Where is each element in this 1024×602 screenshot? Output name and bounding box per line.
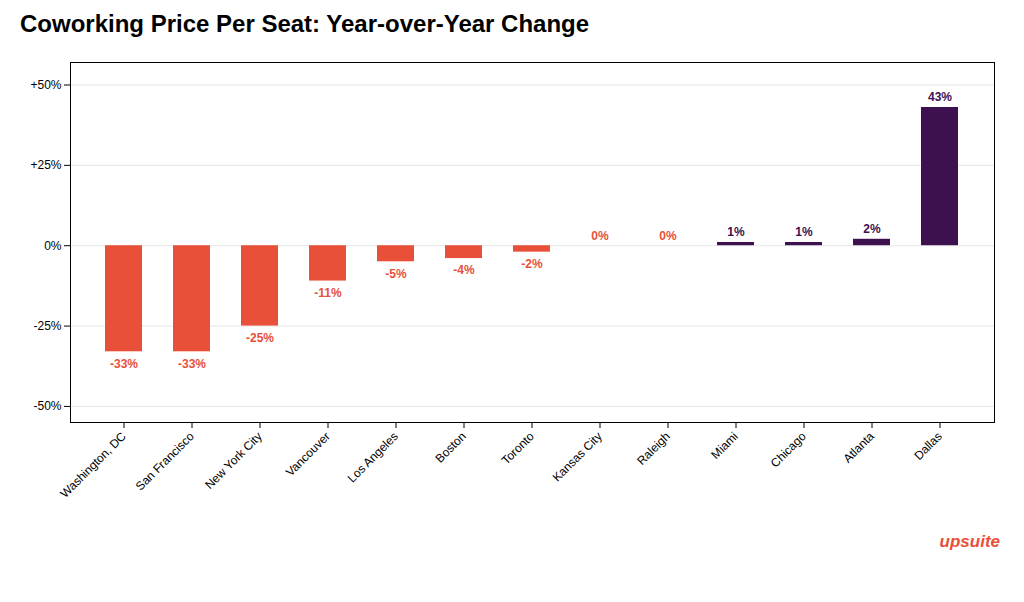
svg-text:0%: 0% xyxy=(659,229,677,243)
svg-text:Raleigh: Raleigh xyxy=(634,429,673,468)
svg-text:0%: 0% xyxy=(44,239,62,253)
svg-text:+50%: +50% xyxy=(30,78,61,92)
svg-text:Miami: Miami xyxy=(708,429,741,462)
svg-text:Toronto: Toronto xyxy=(499,429,537,467)
svg-text:Atlanta: Atlanta xyxy=(841,429,878,466)
svg-text:-4%: -4% xyxy=(453,263,475,277)
svg-text:Chicago: Chicago xyxy=(768,429,809,470)
svg-text:-25%: -25% xyxy=(246,331,274,345)
svg-text:-33%: -33% xyxy=(178,357,206,371)
html-text:Coworking Price Per Seat: Year: Coworking Price Per Seat: Year-over-Year… xyxy=(20,10,590,37)
svg-text:Kansas City: Kansas City xyxy=(550,429,605,484)
svg-text:+25%: +25% xyxy=(30,158,61,172)
svg-text:New York City: New York City xyxy=(202,429,265,492)
svg-text:Los Angeles: Los Angeles xyxy=(345,429,401,485)
svg-text:Boston: Boston xyxy=(433,429,469,465)
svg-text:1%: 1% xyxy=(795,225,813,239)
svg-text:Washington, DC: Washington, DC xyxy=(57,429,129,501)
svg-text:-11%: -11% xyxy=(314,286,342,300)
html-text:upsuite: upsuite xyxy=(939,532,1000,551)
svg-text:-25%: -25% xyxy=(33,319,61,333)
svg-text:San Francisco: San Francisco xyxy=(133,429,197,493)
svg-text:Dallas: Dallas xyxy=(911,429,944,462)
svg-text:1%: 1% xyxy=(727,225,745,239)
svg-text:-33%: -33% xyxy=(110,357,138,371)
svg-text:Vancouver: Vancouver xyxy=(283,429,333,479)
svg-text:43%: 43% xyxy=(928,90,952,104)
svg-text:2%: 2% xyxy=(863,222,881,236)
svg-text:0%: 0% xyxy=(591,229,609,243)
svg-text:-50%: -50% xyxy=(33,399,61,413)
svg-text:-2%: -2% xyxy=(521,257,543,271)
svg-text:-5%: -5% xyxy=(385,267,407,281)
